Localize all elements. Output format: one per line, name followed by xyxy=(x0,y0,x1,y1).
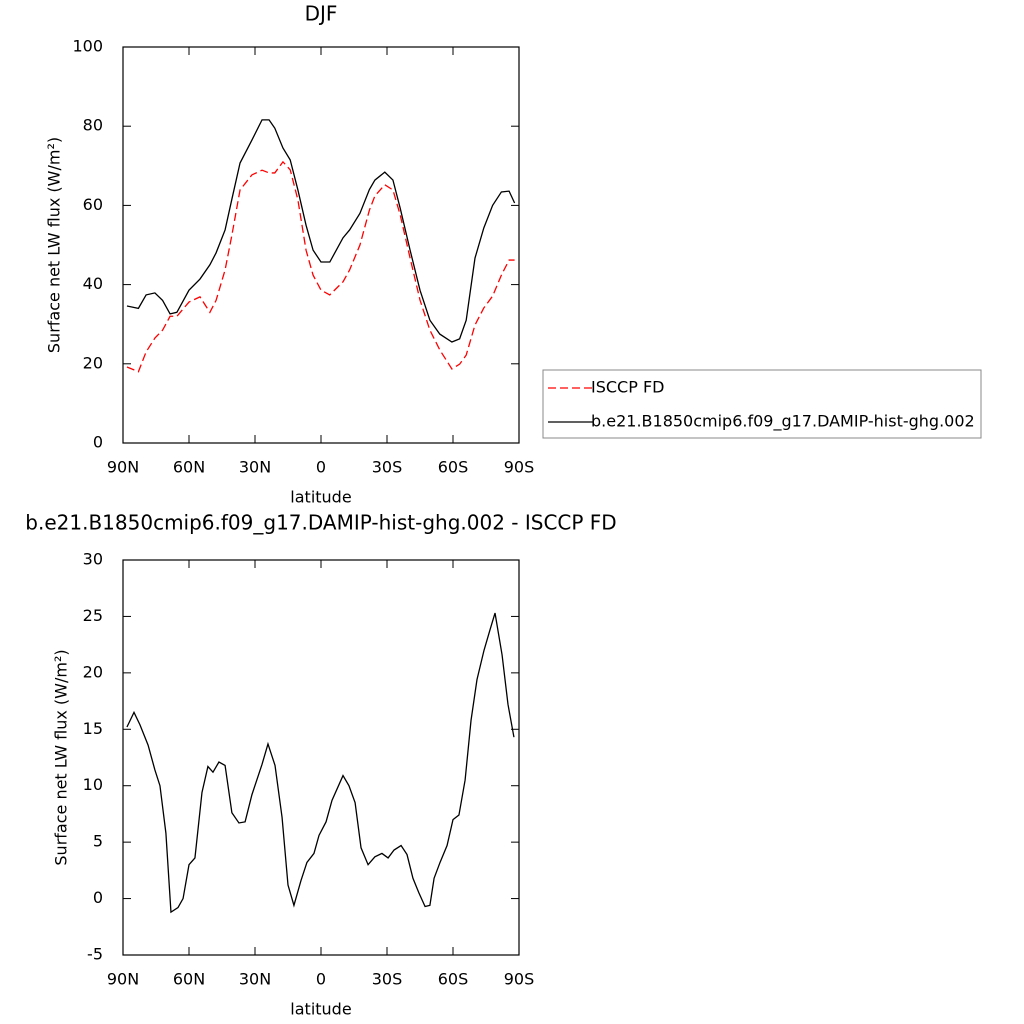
x-tick-label: 90S xyxy=(504,970,535,989)
y-tick-label: 25 xyxy=(83,606,103,625)
data-line xyxy=(126,119,516,343)
x-tick-label: 60S xyxy=(438,458,469,477)
y-tick-label: 20 xyxy=(83,353,103,372)
y-tick-label: 20 xyxy=(83,662,103,681)
y-tick-label: 80 xyxy=(83,116,103,135)
y-tick-label: 0 xyxy=(93,888,103,907)
x-tick-label: 30N xyxy=(239,970,271,989)
y-axis-label: Surface net LW flux (W/m²) xyxy=(52,649,71,865)
legend-label: ISCCP FD xyxy=(591,378,664,397)
x-tick-label: 60S xyxy=(438,970,469,989)
x-tick-label: 60N xyxy=(173,970,205,989)
y-tick-label: 30 xyxy=(83,550,103,569)
data-line xyxy=(126,612,515,914)
chart-title: b.e21.B1850cmip6.f09_g17.DAMIP-hist-ghg.… xyxy=(25,511,616,535)
x-tick-label: 60N xyxy=(173,458,205,477)
chart-title: DJF xyxy=(305,2,338,26)
plot-frame xyxy=(122,46,520,444)
x-tick-label: 0 xyxy=(316,970,326,989)
x-tick-label: 0 xyxy=(316,458,326,477)
y-tick-label: 5 xyxy=(93,832,103,851)
x-tick-label: 90S xyxy=(504,458,535,477)
x-tick-label: 90N xyxy=(107,970,139,989)
y-tick-label: 0 xyxy=(93,433,103,452)
y-axis-label: Surface net LW flux (W/m²) xyxy=(45,137,64,353)
x-axis-label: latitude xyxy=(290,1000,351,1019)
plot-frame xyxy=(122,559,520,956)
y-tick-label: 60 xyxy=(83,195,103,214)
legend-box xyxy=(542,369,982,439)
y-tick-label: 10 xyxy=(83,775,103,794)
x-tick-label: 30S xyxy=(372,458,403,477)
x-axis-label: latitude xyxy=(290,488,351,507)
x-tick-label: 30N xyxy=(239,458,271,477)
x-tick-label: 30S xyxy=(372,970,403,989)
y-tick-label: 100 xyxy=(72,37,103,56)
x-tick-label: 90N xyxy=(107,458,139,477)
data-line xyxy=(126,160,515,373)
y-tick-label: 40 xyxy=(83,274,103,293)
y-tick-label: -5 xyxy=(87,945,103,964)
legend-label: b.e21.B1850cmip6.f09_g17.DAMIP-hist-ghg.… xyxy=(591,412,975,432)
y-tick-label: 15 xyxy=(83,719,103,738)
